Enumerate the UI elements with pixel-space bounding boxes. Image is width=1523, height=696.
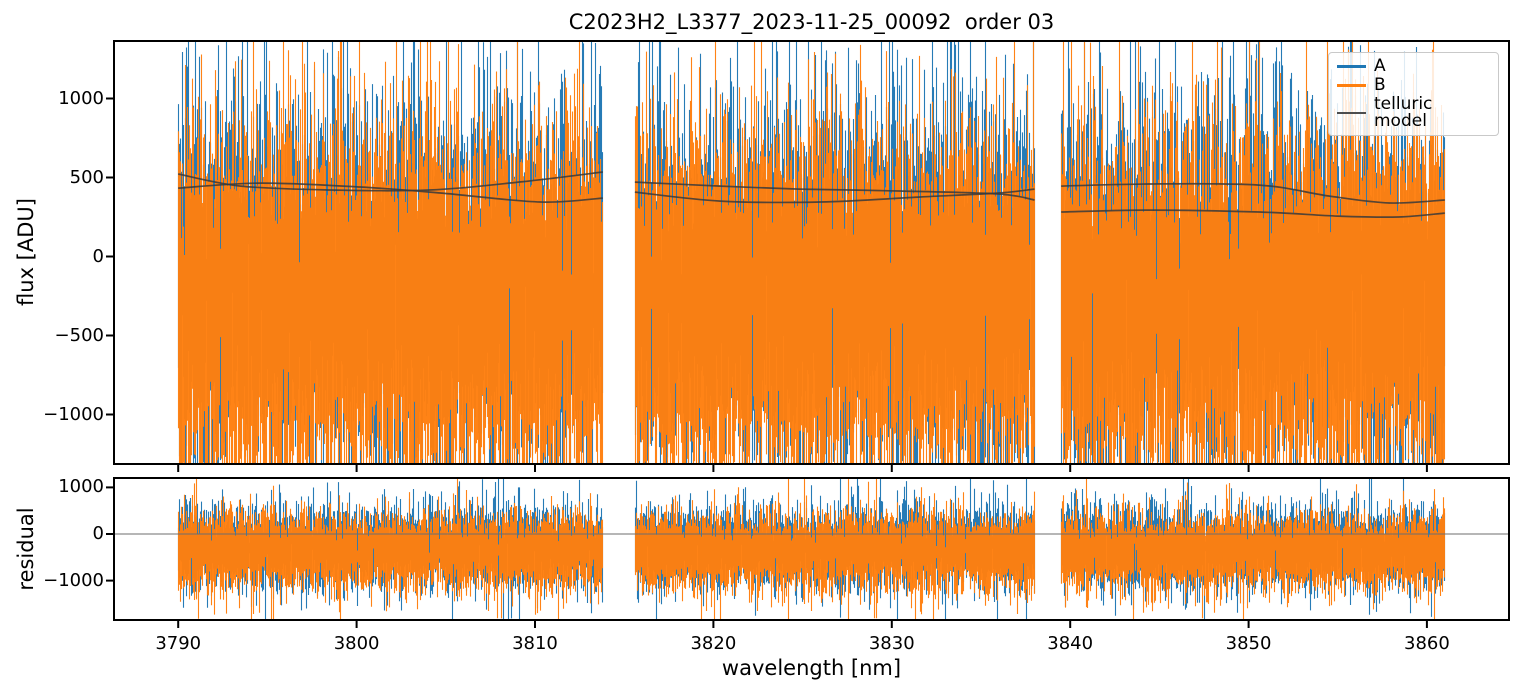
legend-item-a: A (1337, 58, 1490, 75)
x-tick-label-3800: 3800 (333, 633, 380, 654)
telluric-model-line-B-seg3 (1061, 209, 1445, 219)
legend-item-b: B (1337, 77, 1490, 94)
residual-y-tick-label-0: 0 (92, 522, 104, 544)
legend: A B telluric model (1328, 52, 1499, 136)
residual-panel-frame (113, 477, 1510, 621)
x-axis-label: wavelength [nm] (721, 656, 902, 680)
flux-panel-frame (113, 40, 1510, 465)
legend-label-b: B (1374, 75, 1386, 95)
legend-line-telluric-model (1337, 112, 1366, 114)
x-tick-label-3830: 3830 (868, 633, 915, 654)
x-tick-label-3850: 3850 (1225, 633, 1272, 654)
flux-y-tick-label-500: 500 (69, 166, 104, 188)
legend-line-a (1337, 65, 1366, 68)
telluric-model-line-A-seg1 (178, 171, 603, 192)
telluric-model-line-A-seg3 (1061, 182, 1445, 204)
telluric-model-line-B-seg2 (634, 188, 1035, 204)
flux-series-B (177, 41, 1446, 464)
flux-y-tick-label--500: −500 (54, 324, 104, 346)
flux-y-tick-label-1000: 1000 (58, 87, 104, 109)
x-tick-label-3820: 3820 (690, 633, 737, 654)
legend-label-a: A (1374, 56, 1386, 76)
residual-y-tick-label--1000: −1000 (43, 569, 104, 591)
residual-y-tick-label-1000: 1000 (58, 476, 104, 498)
flux-y-tick-label-0: 0 (92, 245, 104, 267)
x-tick-label-3840: 3840 (1047, 633, 1094, 654)
legend-line-b (1337, 84, 1366, 87)
x-tick-label-3790: 3790 (155, 633, 202, 654)
telluric-model-line-B-seg1 (178, 182, 603, 203)
telluric-model-line-A-seg2 (634, 181, 1035, 201)
legend-label-telluric-model: telluric model (1374, 94, 1433, 131)
legend-item-telluric: telluric model (1337, 96, 1490, 130)
x-tick-label-3810: 3810 (512, 633, 558, 654)
x-tick-label-3860: 3860 (1404, 633, 1450, 654)
flux-y-tick-label--1000: −1000 (43, 403, 104, 425)
plot-title: C2023H2_L3377_2023-11-25_00092 order 03 (568, 10, 1055, 34)
residual-series-B (177, 478, 1446, 620)
